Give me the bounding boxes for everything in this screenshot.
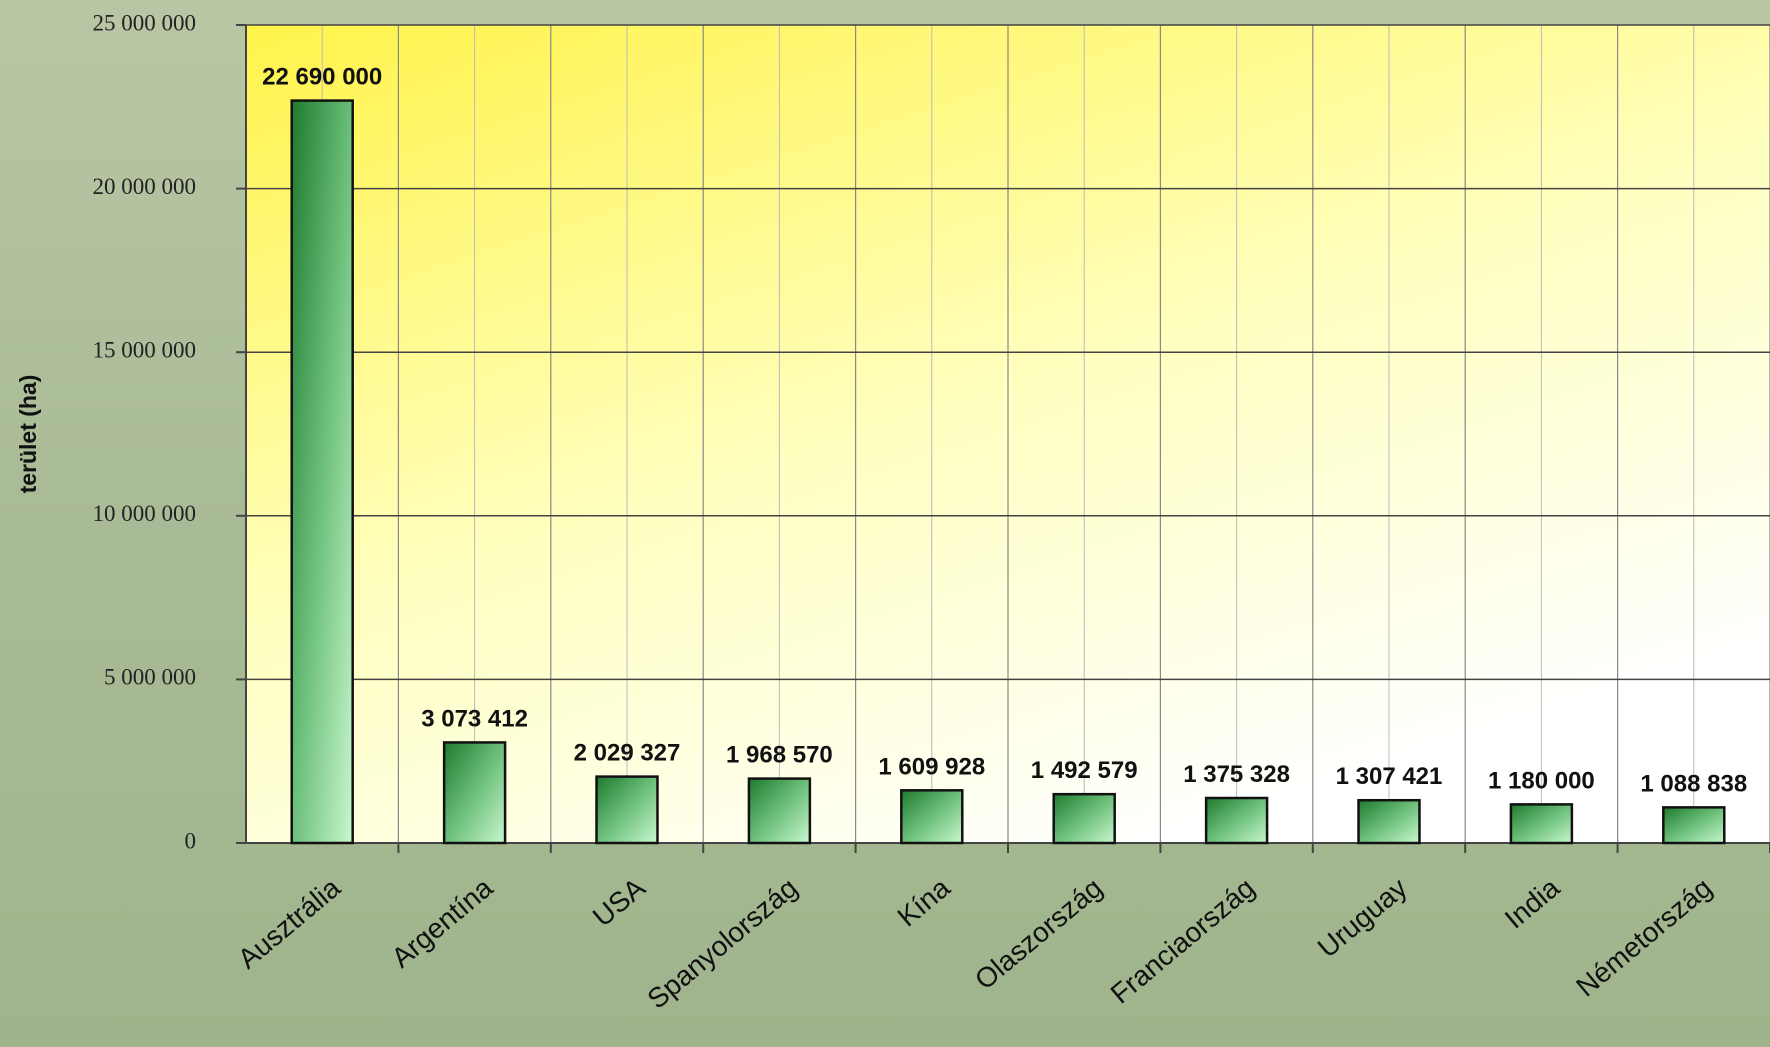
- value-label: 3 073 412: [421, 705, 528, 732]
- y-tick-label: 10 000 000: [93, 501, 197, 526]
- value-label: 1 088 838: [1640, 770, 1747, 797]
- y-tick-label: 0: [185, 828, 197, 853]
- bar: [1511, 804, 1572, 843]
- bar: [444, 742, 505, 843]
- y-tick-label: 25 000 000: [93, 10, 197, 35]
- value-label: 1 375 328: [1183, 761, 1290, 788]
- bar: [1206, 798, 1267, 843]
- value-label: 1 968 570: [726, 742, 833, 769]
- bar: [1359, 800, 1420, 843]
- value-label: 22 690 000: [262, 64, 382, 91]
- y-tick-label: 15 000 000: [93, 337, 197, 362]
- bar: [901, 790, 962, 843]
- chart: terület (ha) 0 5 000 000 10 000 000 15 000 …: [0, 0, 1770, 1047]
- y-axis-label: terület (ha): [15, 375, 41, 494]
- page: terület (ha) 0 5 000 000 10 000 000 15 000 …: [0, 0, 1770, 1047]
- y-tick-label: 5 000 000: [104, 665, 196, 690]
- value-label: 1 180 000: [1488, 767, 1595, 794]
- value-label: 1 609 928: [878, 753, 985, 780]
- bar: [1663, 807, 1724, 843]
- bar: [597, 777, 658, 843]
- y-tick-label: 20 000 000: [93, 174, 197, 199]
- value-label: 1 492 579: [1031, 757, 1138, 784]
- bar: [749, 779, 810, 843]
- value-label: 1 307 421: [1336, 763, 1443, 790]
- bar: [292, 101, 353, 843]
- bar: [1054, 794, 1115, 843]
- value-label: 2 029 327: [574, 740, 681, 767]
